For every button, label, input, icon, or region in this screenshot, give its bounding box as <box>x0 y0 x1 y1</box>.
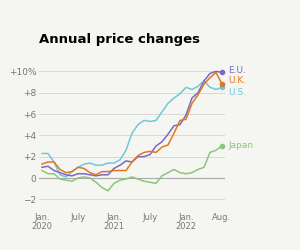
Text: U.K.: U.K. <box>228 76 246 86</box>
Text: Annual price changes: Annual price changes <box>39 33 200 46</box>
Text: U.S.: U.S. <box>228 88 246 97</box>
Text: E.U.: E.U. <box>228 66 246 75</box>
Text: Japan: Japan <box>228 142 253 150</box>
